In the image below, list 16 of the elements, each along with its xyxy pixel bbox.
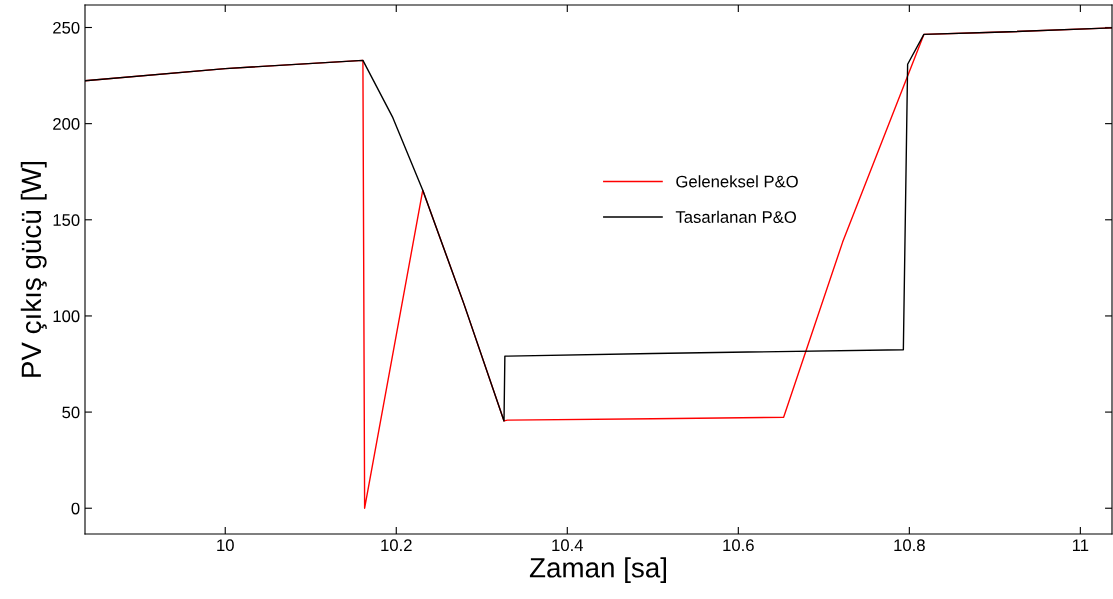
x-tick-label: 10 <box>217 539 234 552</box>
y-tick-label: 0 <box>71 502 80 515</box>
x-tick-label: 10.8 <box>894 539 925 552</box>
legend-label: Geleneksel P&O <box>676 175 798 188</box>
x-tick-label: 10.2 <box>381 539 412 552</box>
x-axis-title: Zaman [sa] <box>529 557 666 584</box>
x-tick-label: 11 <box>1072 539 1089 551</box>
x-tick-label: 10.6 <box>723 539 754 552</box>
y-tick-label: 50 <box>62 406 80 419</box>
y-axis-title: PV çıkış gücü [W] <box>20 161 47 377</box>
y-tick-label: 150 <box>53 214 80 226</box>
y-tick-label: 250 <box>53 21 80 34</box>
x-tick-label: 10.4 <box>552 539 584 552</box>
y-tick-label: 200 <box>53 118 80 130</box>
y-tick-label: 100 <box>53 310 80 323</box>
legend-label: Tasarlanan P&O <box>675 210 796 223</box>
